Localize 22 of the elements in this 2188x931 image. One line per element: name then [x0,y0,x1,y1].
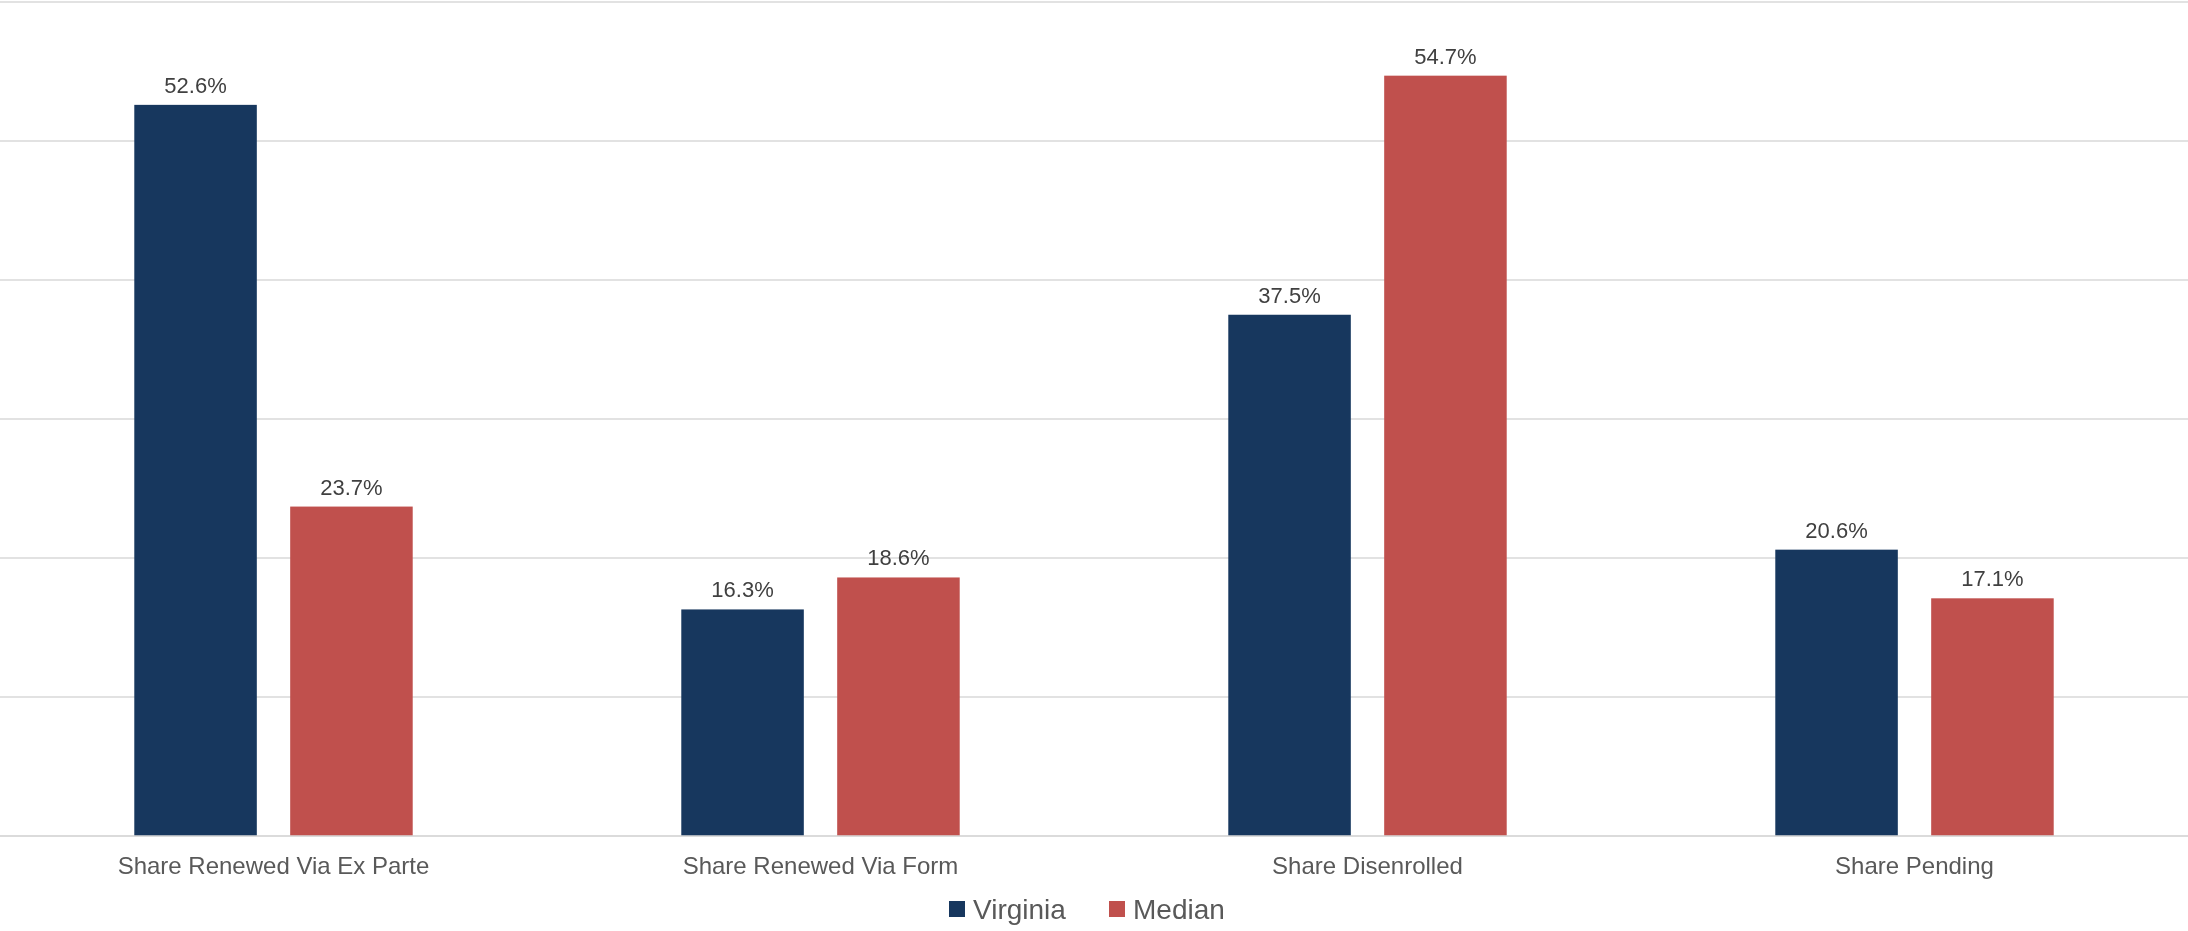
data-label: 17.1% [1961,566,2024,592]
legend-label: Virginia [973,893,1067,925]
data-label: 23.7% [320,474,383,500]
bar [290,506,413,836]
bar [1384,75,1507,836]
bar [837,577,960,836]
x-tick-label: Share Disenrolled [1272,852,1463,879]
x-tick-label: Share Renewed Via Form [682,852,959,879]
data-label: 20.6% [1805,517,1868,543]
data-label: 37.5% [1258,282,1321,308]
data-label: 18.6% [867,545,930,571]
x-tick-label: Share Renewed Via Ex Parte [117,852,430,879]
bar [1228,314,1351,836]
data-label: 54.7% [1414,43,1477,69]
data-label: 16.3% [711,577,774,603]
legend-label: Median [1133,893,1225,925]
bar [681,609,804,836]
data-label: 52.6% [164,72,227,98]
bar [1775,549,1898,836]
bar [134,104,257,836]
x-tick-label: Share Pending [1835,852,1994,879]
bar [1931,598,2054,836]
